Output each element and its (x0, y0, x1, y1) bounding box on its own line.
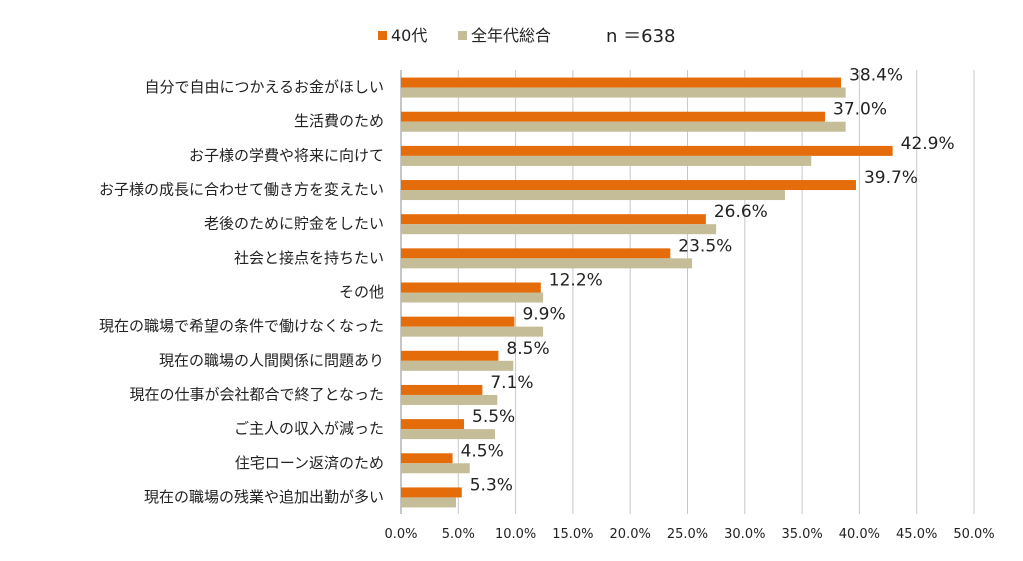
sample-size-label: n ＝638 (606, 26, 676, 47)
category-label: その他 (339, 283, 384, 301)
data-label-40s: 8.5% (506, 339, 549, 359)
bar-all-ages (401, 394, 498, 405)
category-label: ご主人の収入が減った (234, 420, 384, 438)
category-label: 現在の職場の人間関係に問題あり (159, 351, 384, 369)
bar-40s (401, 453, 453, 464)
x-tick-label: 0.0% (384, 527, 417, 542)
bar-40s (401, 111, 826, 122)
data-label-40s: 7.1% (490, 373, 533, 393)
x-tick-label: 25.0% (667, 527, 708, 542)
x-tick-label: 50.0% (953, 527, 994, 542)
category-label: 現在の職場で希望の条件で働けなくなった (99, 317, 384, 335)
category-label: 老後のために貯金をしたい (204, 215, 384, 233)
gridlines (400, 70, 975, 514)
category-label: 生活費のため (294, 112, 384, 130)
bar-40s (401, 419, 465, 430)
data-label-40s: 37.0% (833, 100, 887, 120)
data-label-40s: 5.5% (472, 407, 515, 427)
bar-all-ages (401, 224, 717, 235)
bar-all-ages (401, 326, 544, 337)
legend-swatch-all-ages (458, 31, 467, 40)
category-label: お子様の学費や将来に向けて (189, 146, 384, 164)
bar-40s (401, 350, 499, 361)
bar-40s (401, 487, 462, 498)
legend-swatch-40s (378, 31, 387, 40)
bar-40s (401, 180, 856, 191)
bar-all-ages (401, 190, 785, 201)
category-label: 住宅ローン返済のため (235, 454, 384, 472)
bar-all-ages (401, 121, 846, 132)
legend-label-all-ages: 全年代総合 (471, 26, 551, 45)
bar-40s (401, 214, 706, 225)
labels: 0.0% 5.0% 10.0% 15.0% 20.0% 25.0% 30.0% 35.0% 40… (99, 66, 995, 542)
x-tick-label: 45.0% (896, 527, 937, 542)
bar-all-ages (401, 87, 846, 98)
category-label: 社会と接点を持ちたい (234, 249, 384, 267)
data-label-40s: 38.4% (849, 66, 903, 86)
bar-40s (401, 282, 541, 293)
bars (401, 77, 893, 508)
data-label-40s: 5.3% (470, 475, 513, 495)
bar-all-ages (401, 360, 514, 371)
bar-40s (401, 384, 483, 395)
bar-40s (401, 77, 842, 88)
x-tick-label: 35.0% (781, 527, 822, 542)
category-label: 自分で自由につかえるお金がほしい (144, 78, 384, 96)
x-tick-label: 30.0% (724, 527, 765, 542)
category-label: 現在の職場の残業や追加出勤が多い (144, 488, 384, 506)
bar-all-ages (401, 463, 470, 474)
x-tick-label: 40.0% (839, 527, 880, 542)
category-label: 現在の仕事が会社都合で終了となった (129, 385, 384, 403)
bar-all-ages (401, 155, 812, 166)
legend: 40代 全年代総合 n ＝638 (378, 26, 676, 47)
bar-all-ages (401, 497, 457, 508)
bar-40s (401, 248, 671, 259)
data-label-40s: 26.6% (714, 202, 768, 222)
data-label-40s: 39.7% (864, 168, 918, 188)
x-tick-label: 10.0% (495, 527, 536, 542)
data-label-40s: 42.9% (901, 134, 955, 154)
bar-all-ages (401, 292, 544, 303)
x-tick-label: 5.0% (442, 527, 475, 542)
bar-40s (401, 145, 893, 156)
bar-40s (401, 316, 515, 327)
bar-all-ages (401, 429, 495, 440)
x-tick-label: 15.0% (552, 527, 593, 542)
legend-label-40s: 40代 (391, 26, 427, 45)
category-label: お子様の成長に合わせて働き方を変えたい (99, 181, 384, 199)
data-label-40s: 23.5% (678, 236, 732, 256)
data-label-40s: 4.5% (461, 441, 504, 461)
x-tick-label: 20.0% (610, 527, 651, 542)
data-label-40s: 9.9% (522, 305, 565, 325)
data-label-40s: 12.2% (549, 271, 603, 291)
bar-all-ages (401, 258, 693, 269)
